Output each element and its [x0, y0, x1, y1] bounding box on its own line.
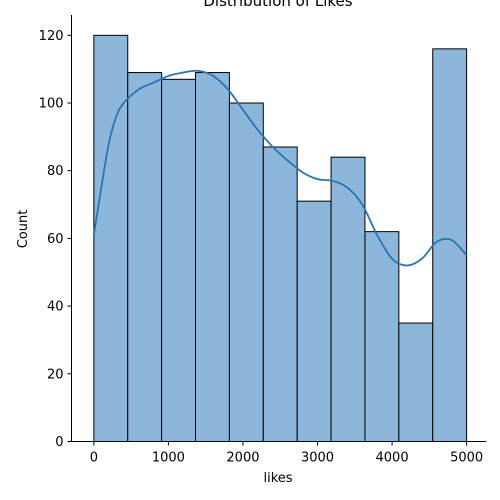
histogram-bar: [262, 146, 298, 442]
histogram-bar: [228, 102, 264, 442]
bars-group: [93, 34, 468, 443]
x-tick-label: 0: [90, 451, 98, 466]
x-tick-label: 1000: [152, 451, 185, 466]
axes-group: [71, 15, 486, 442]
histogram-bar: [195, 72, 230, 443]
y-tick-label: 100: [39, 97, 64, 112]
y-tick-label: 80: [47, 164, 64, 179]
histogram-bar: [432, 48, 468, 442]
histogram-bar: [330, 156, 366, 443]
histogram-bar: [161, 78, 197, 442]
x-ticks-group: 0 1000 2000 3000 4000 5000: [90, 441, 483, 466]
y-tick-label: 120: [39, 29, 64, 44]
histogram-bar: [398, 322, 434, 442]
y-tick-label: 0: [55, 435, 63, 450]
x-tick-label: 2000: [226, 451, 259, 466]
y-tick-label: 40: [47, 300, 64, 315]
y-axis-label: Count: [16, 210, 31, 249]
x-tick-label: 4000: [376, 451, 409, 466]
histogram-bar: [127, 72, 163, 443]
histogram-bar: [93, 34, 129, 443]
histogram-bar: [296, 200, 332, 442]
x-axis-label: likes: [263, 471, 292, 486]
y-ticks-group: 0 20 40 60 80 100 120: [39, 29, 72, 450]
y-tick-label: 20: [47, 367, 64, 382]
kde-curve: [92, 69, 468, 267]
x-tick-label: 3000: [301, 451, 334, 466]
x-tick-label: 5000: [450, 451, 483, 466]
histogram-bar: [364, 231, 400, 442]
y-tick-label: 60: [47, 232, 64, 247]
chart-title: Distribution of Likes: [203, 0, 352, 10]
